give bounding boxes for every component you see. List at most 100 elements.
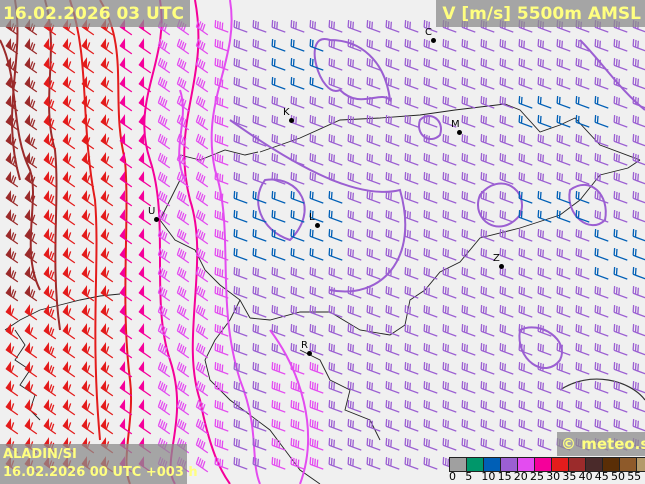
wind-barb bbox=[157, 323, 171, 340]
wind-barb bbox=[537, 229, 552, 242]
wind-barb bbox=[366, 362, 381, 375]
wind-barb bbox=[575, 343, 590, 356]
wind-barb bbox=[480, 286, 495, 299]
wind-barb bbox=[518, 438, 533, 451]
wind-barb bbox=[271, 438, 286, 451]
wind-barb bbox=[461, 400, 476, 413]
wind-barb bbox=[461, 134, 476, 147]
wind-barb bbox=[43, 76, 57, 93]
wind-barb bbox=[347, 381, 362, 394]
wind-barb bbox=[233, 96, 248, 109]
wind-barb bbox=[138, 266, 152, 283]
wind-barb bbox=[43, 380, 57, 397]
wind-barb bbox=[442, 286, 457, 299]
wind-barb bbox=[290, 134, 305, 147]
wind-barb bbox=[24, 304, 38, 321]
wind-barb bbox=[366, 96, 381, 109]
wind-barb bbox=[119, 247, 133, 264]
wind-barb bbox=[480, 400, 495, 413]
wind-barb bbox=[157, 418, 171, 435]
wind-barb bbox=[81, 228, 95, 245]
wind-barb bbox=[43, 57, 57, 74]
wind-barb bbox=[442, 153, 457, 166]
wind-barb bbox=[556, 286, 571, 299]
wind-barb bbox=[480, 77, 495, 90]
wind-barb bbox=[404, 153, 419, 166]
wind-barb bbox=[613, 324, 628, 337]
wind-barb bbox=[81, 399, 95, 416]
wind-barb bbox=[62, 361, 76, 378]
wind-barb bbox=[404, 343, 419, 356]
wind-barb bbox=[556, 210, 571, 223]
wind-barb bbox=[81, 76, 95, 93]
wind-barb bbox=[328, 210, 343, 223]
wind-barb bbox=[252, 305, 267, 318]
wind-barb bbox=[233, 210, 248, 223]
wind-barb bbox=[176, 304, 190, 321]
wind-barb bbox=[461, 210, 476, 223]
wind-barb bbox=[328, 96, 343, 109]
model-run-box: ALADIN/SI 16.02.2026 00 UTC +003 h bbox=[0, 444, 198, 484]
wind-barb bbox=[442, 248, 457, 261]
wind-barb bbox=[24, 418, 38, 435]
wind-barb bbox=[62, 171, 76, 188]
wind-barb bbox=[195, 285, 209, 302]
wind-barb bbox=[366, 305, 381, 318]
wind-barb bbox=[366, 39, 381, 52]
wind-barb bbox=[100, 266, 114, 283]
wind-barb bbox=[499, 58, 514, 71]
wind-barb bbox=[366, 286, 381, 299]
city-label: U bbox=[148, 206, 156, 217]
wind-barb bbox=[100, 38, 114, 55]
wind-barb bbox=[347, 400, 362, 413]
wind-barb bbox=[385, 229, 400, 242]
wind-barb bbox=[195, 190, 209, 207]
wind-barb bbox=[5, 361, 19, 378]
wind-barb bbox=[518, 153, 533, 166]
wind-barb bbox=[176, 266, 190, 283]
wind-barb bbox=[499, 438, 514, 451]
color-legend bbox=[449, 457, 645, 472]
wind-barb bbox=[613, 210, 628, 223]
wind-barb bbox=[271, 134, 286, 147]
wind-barb bbox=[233, 362, 248, 375]
legend-swatch bbox=[636, 457, 645, 472]
wind-barb bbox=[556, 96, 571, 109]
wind-barb bbox=[556, 77, 571, 90]
wind-barb bbox=[347, 229, 362, 242]
wind-barb bbox=[404, 134, 419, 147]
wind-barb bbox=[290, 229, 305, 242]
wind-barb bbox=[499, 362, 514, 375]
wind-barb bbox=[442, 419, 457, 432]
wind-barb bbox=[138, 361, 152, 378]
wind-barb bbox=[518, 172, 533, 185]
wind-barb bbox=[632, 362, 645, 375]
wind-barb bbox=[119, 76, 133, 93]
wind-barb bbox=[537, 115, 552, 128]
wind-barb bbox=[385, 58, 400, 71]
wind-barb bbox=[499, 324, 514, 337]
wind-barb bbox=[404, 191, 419, 204]
wind-barb bbox=[347, 210, 362, 223]
wind-barb bbox=[309, 58, 324, 71]
wind-barb bbox=[632, 153, 645, 166]
wind-barb bbox=[556, 343, 571, 356]
wind-barb bbox=[480, 438, 495, 451]
wind-barb bbox=[290, 153, 305, 166]
wind-barb bbox=[404, 229, 419, 242]
wind-barb bbox=[575, 96, 590, 109]
wind-barb bbox=[442, 58, 457, 71]
wind-barb bbox=[518, 115, 533, 128]
legend-tick: 30 bbox=[546, 470, 561, 483]
wind-barb bbox=[5, 38, 19, 55]
wind-barb bbox=[366, 77, 381, 90]
wind-barb bbox=[613, 305, 628, 318]
wind-barb bbox=[575, 286, 590, 299]
wind-barb bbox=[423, 381, 438, 394]
wind-barb bbox=[214, 267, 229, 280]
wind-barb bbox=[594, 362, 609, 375]
wind-barb bbox=[537, 362, 552, 375]
wind-barb bbox=[499, 172, 514, 185]
wind-barb bbox=[100, 190, 114, 207]
wind-barb bbox=[252, 115, 267, 128]
